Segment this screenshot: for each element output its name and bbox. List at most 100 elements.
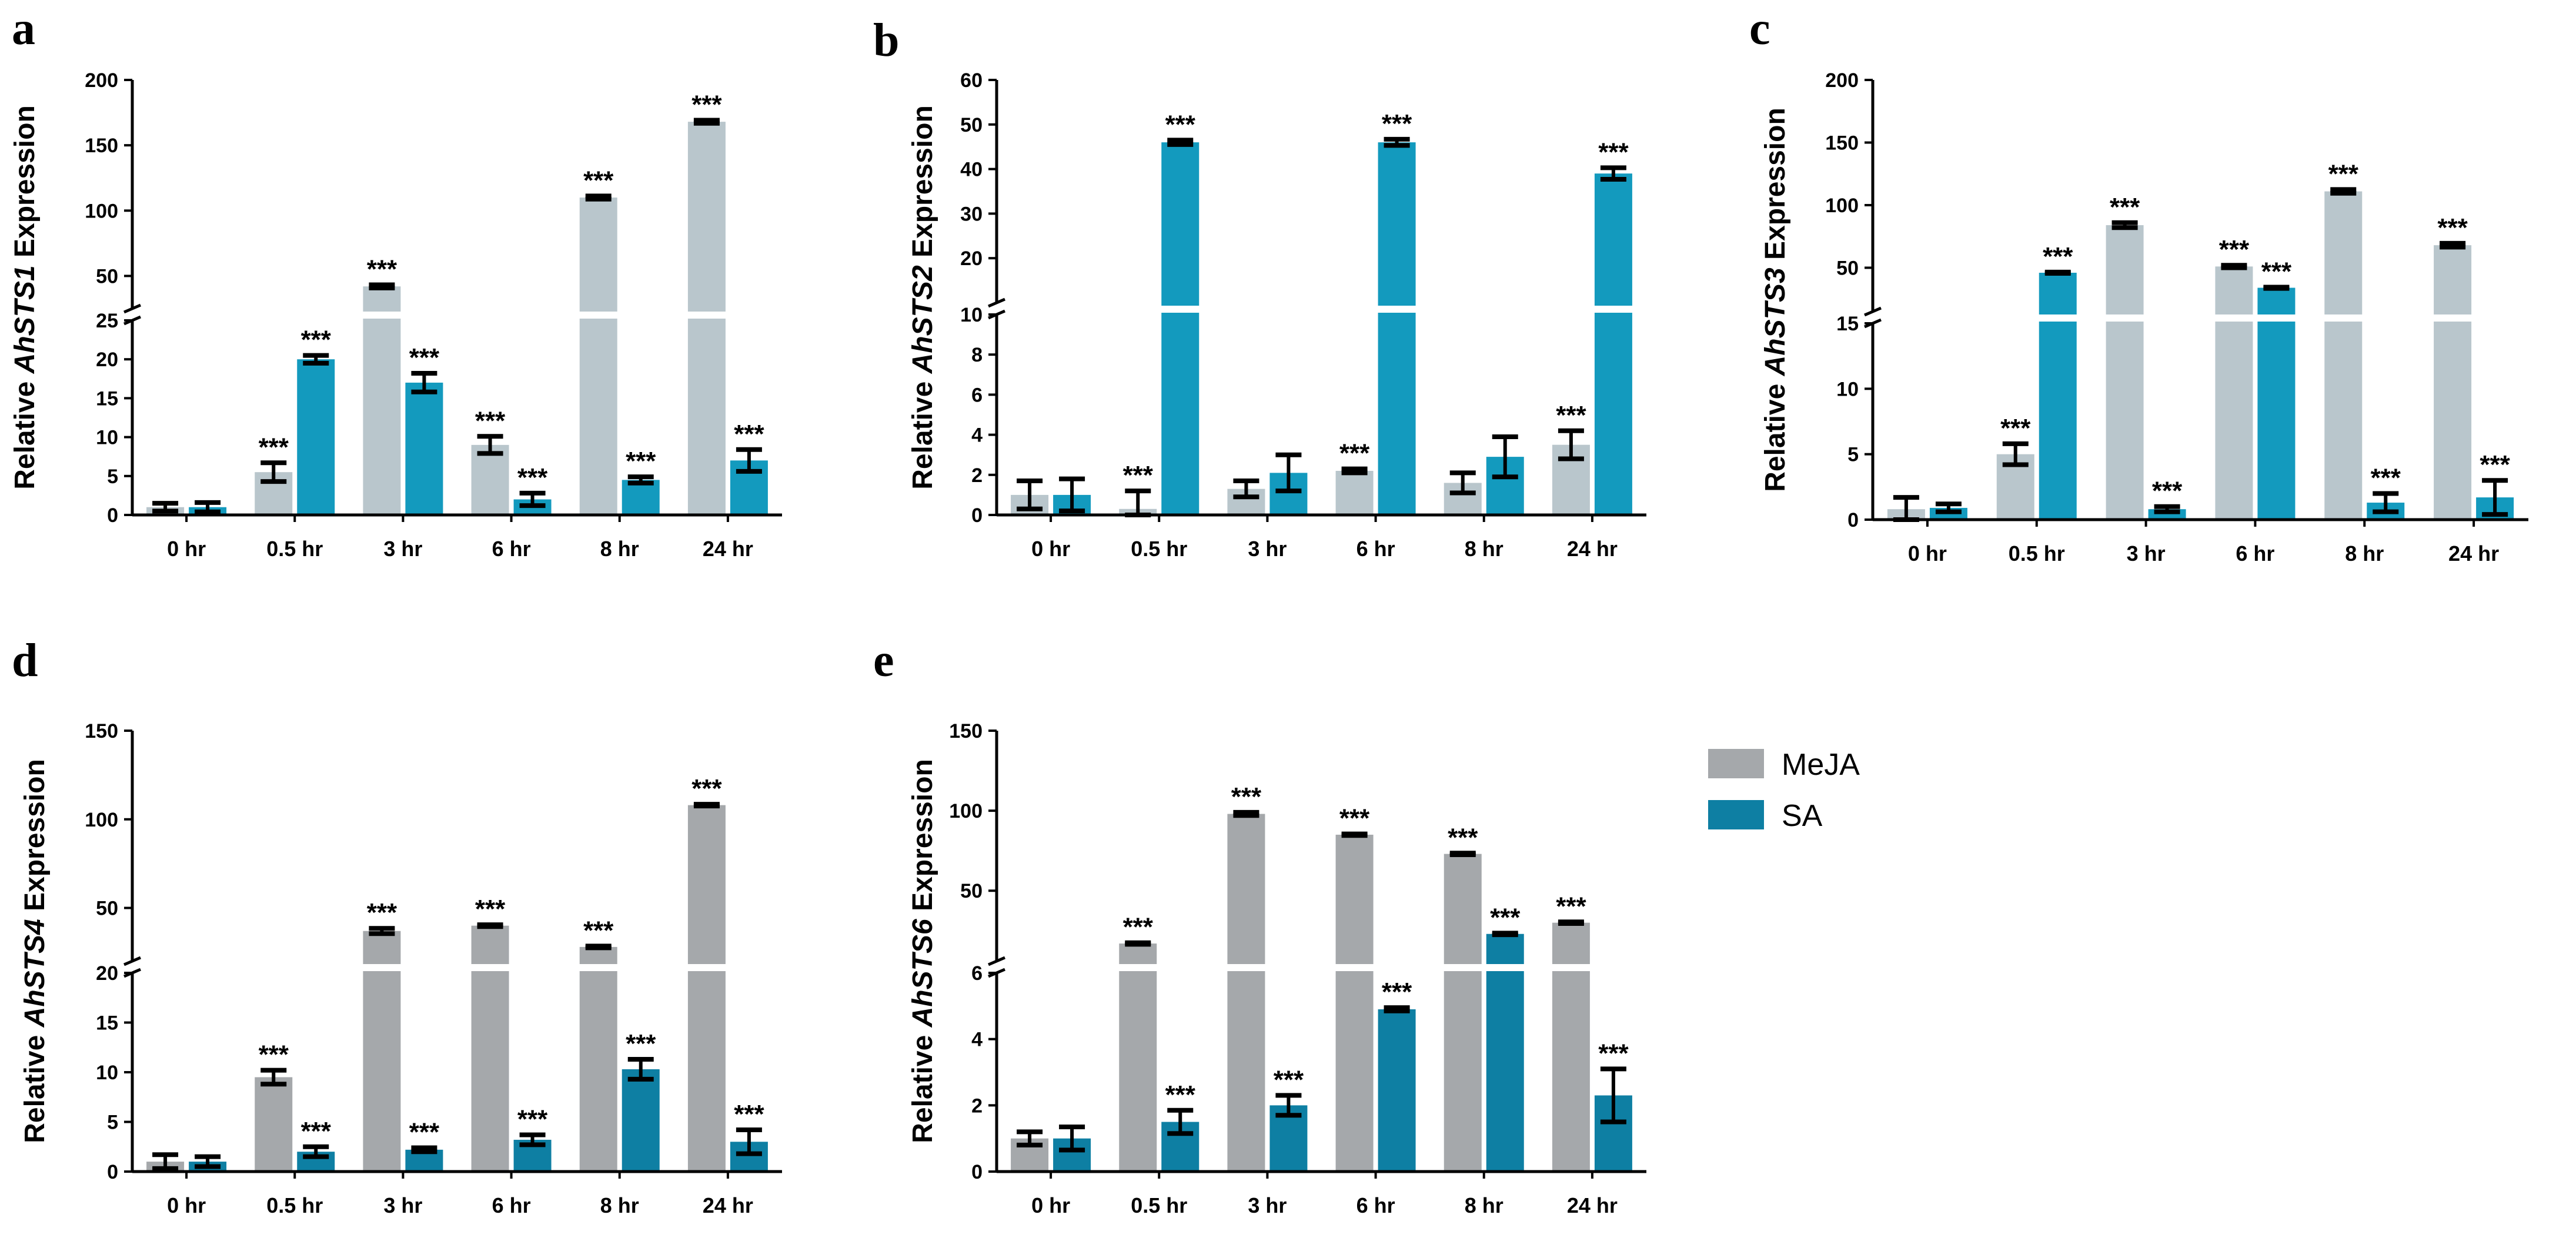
significance-mark: *** [734,1100,764,1129]
bar-break-strip [1377,306,1416,313]
bar-break-strip [579,964,618,971]
bar-break-strip [2433,314,2473,322]
bar-break-strip [362,964,402,971]
x-tick-label: 0.5 hr [266,537,323,561]
y-tick-label: 0 [107,504,118,527]
significance-mark: *** [409,1117,440,1146]
panel-label: c [1749,3,1770,55]
y-tick-label: 200 [1825,69,1859,92]
bar-meja-5 [1552,922,1590,1172]
y-tick-label: 20 [96,962,118,985]
x-tick-label: 3 hr [383,537,422,561]
y-tick-label: 50 [960,880,983,902]
significance-mark: *** [1339,804,1370,833]
y-tick-label: 0 [971,504,983,527]
x-tick-label: 24 hr [1567,537,1618,561]
bar-break-strip [1118,964,1158,971]
bar-break-strip [2038,314,2077,322]
x-tick-label: 24 hr [2448,541,2499,566]
y-axis-label-gene: AhSTS3 [1760,267,1791,376]
y-tick-label: 100 [1825,195,1859,217]
panel-label: b [873,15,900,66]
significance-mark: *** [2328,159,2359,188]
y-tick-label: 150 [949,720,983,742]
significance-mark: *** [1598,1039,1629,1068]
y-tick-label: 10 [96,427,118,449]
axis-break-mark [988,297,1005,308]
bar-break-strip [470,964,510,971]
y-axis-label-prefix: Relative [19,1027,51,1143]
significance-mark: *** [2110,193,2140,222]
bar-meja-3 [471,925,509,1172]
significance-mark: *** [1339,439,1370,468]
legend-swatch-sa [1708,800,1764,829]
bar-break-strip [687,312,726,319]
y-axis-label-suffix: Expression [19,759,51,919]
bar-break-strip [1227,964,1266,971]
bar-break-strip [1161,306,1200,313]
y-tick-label: 40 [960,159,983,181]
y-axis-label: Relative AhSTS1 Expression [9,105,41,490]
y-tick-label: 5 [107,1112,118,1134]
significance-mark: *** [1382,978,1412,1006]
axis-break-mark [123,956,141,966]
x-tick-label: 0.5 hr [2009,541,2065,566]
y-tick-label: 15 [1836,313,1859,335]
y-tick-label: 4 [971,1029,983,1051]
y-axis-label-prefix: Relative [907,1027,938,1143]
significance-mark: *** [301,1117,332,1146]
panel-c: c Relative AhSTS3 Expression 0 hr *** *** 0.5… [1749,3,2528,566]
y-tick-label: 150 [1825,132,1859,154]
y-tick-label: 150 [85,135,118,157]
bar-meja-2 [363,286,401,515]
y-axis-label-gene: AhSTS6 [907,919,938,1028]
bar-meja-4 [1444,854,1482,1172]
significance-mark: *** [2219,235,2250,264]
y-tick-label: 0 [107,1161,118,1183]
x-tick-label: 0 hr [1908,541,1947,566]
significance-mark: *** [1382,109,1412,138]
y-axis-label: Relative AhSTS6 Expression [907,759,938,1143]
y-axis-label-gene: AhSTS4 [19,919,51,1028]
y-tick-label: 30 [960,203,983,225]
bar-meja-4 [579,198,617,515]
significance-mark: *** [1123,913,1154,942]
chart-panels: a Relative AhSTS1 Expression 0 hr *** *** 0.5… [9,3,2528,1217]
y-tick-label: 50 [960,114,983,136]
y-tick-label: 50 [1836,257,1859,279]
bar-meja-3 [471,444,509,515]
panel-label: e [873,635,894,687]
y-axis-label-prefix: Relative [907,373,938,489]
bar-sa-5 [1594,173,1632,515]
significance-mark: *** [1448,823,1478,852]
y-tick-label: 15 [96,1012,118,1035]
y-axis-label-suffix: Expression [907,759,938,919]
significance-mark: *** [691,774,722,803]
y-tick-label: 100 [949,800,983,822]
y-tick-label: 20 [960,247,983,270]
x-tick-label: 8 hr [600,537,639,561]
significance-mark: *** [2437,213,2468,242]
y-axis-label: Relative AhSTS4 Expression [19,759,51,1143]
bar-break-strip [2105,314,2144,322]
significance-mark: *** [1165,110,1196,139]
bar-meja-1 [1119,943,1157,1172]
bar-meja-3 [1335,834,1374,1172]
significance-mark: *** [626,447,656,476]
significance-mark: *** [1490,903,1521,932]
y-tick-label: 20 [96,349,118,371]
x-tick-label: 3 hr [1248,1193,1287,1217]
bar-sa-3 [1378,142,1416,515]
bar-meja-3 [1335,470,1374,515]
bar-break-strip [1443,964,1482,971]
y-tick-label: 0 [1847,509,1859,531]
bar-break-strip [687,964,726,971]
y-axis-label: Relative AhSTS3 Expression [1760,108,1791,492]
x-tick-label: 0 hr [167,1193,206,1217]
y-tick-label: 50 [96,265,118,287]
x-tick-label: 3 hr [2127,541,2166,566]
bar-sa-4 [622,1069,660,1172]
x-tick-label: 0 hr [167,537,206,561]
panel-b: b Relative AhSTS2 Expression 0 hr *** *** 0.5… [873,15,1646,561]
